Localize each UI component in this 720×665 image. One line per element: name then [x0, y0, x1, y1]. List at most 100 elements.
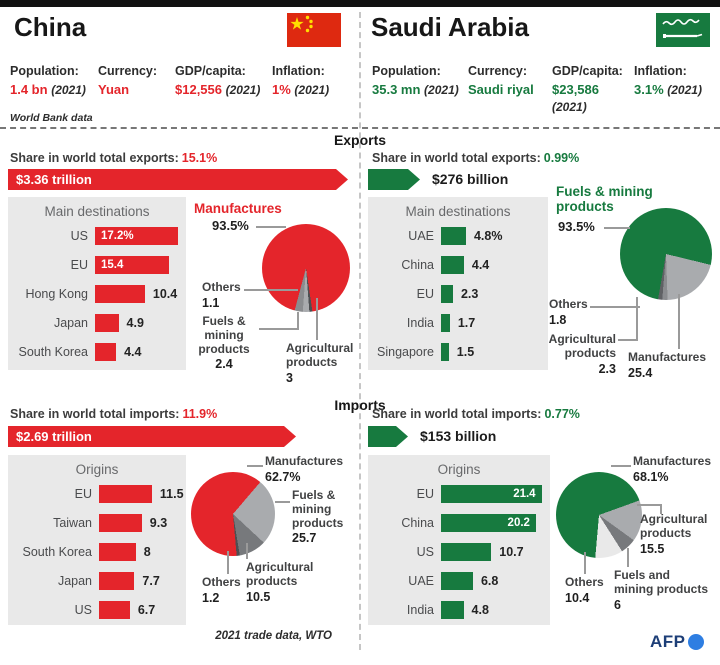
stat-year: (2021) — [552, 99, 587, 114]
saudi-exports-share-line: Share in world total exports: 0.99% — [372, 151, 579, 165]
bar-row: China 20.2 — [368, 514, 550, 532]
bar — [99, 514, 142, 532]
bar-row: Japan 7.7 — [8, 572, 186, 590]
pie-slice-value: 62.7% — [265, 469, 301, 484]
bar-category-label: India — [406, 316, 434, 330]
leader-line — [611, 465, 631, 467]
stat-value: 3.1% — [634, 82, 664, 97]
pie-slice-value: 6 — [614, 597, 621, 612]
bar — [99, 572, 135, 590]
leader-line — [660, 504, 662, 514]
bar — [99, 601, 130, 619]
stat-label: Population: — [372, 64, 441, 78]
imports-section-title: Imports — [334, 397, 386, 413]
bar-value: 10.4 — [152, 287, 178, 301]
leader-line — [584, 552, 586, 574]
bar-value: 6.7 — [137, 603, 156, 617]
pie-slice-label: Others — [549, 297, 588, 311]
leader-line — [256, 226, 286, 228]
share-value: 0.77% — [544, 407, 580, 421]
bar: 20.2 — [441, 514, 536, 532]
pie-label-fuels: Fuels & mining products — [556, 184, 653, 215]
pie-slice-value: 1.2 — [202, 590, 220, 605]
saudi-import-origins-panel: Origins EU 21.4 China 20.2 US 10.7 UAE 6.8 India… — [368, 455, 550, 625]
bar-value: 8 — [143, 545, 151, 559]
pie-slice-value: 1.1 — [202, 295, 220, 310]
bar-category-label: Singapore — [377, 345, 434, 359]
bar-category-label: China — [401, 516, 434, 530]
saudi-flag-icon — [656, 13, 710, 47]
stat-gdp-china: GDP/capita: $12,556 (2021) — [175, 64, 269, 99]
stat-currency-china: Currency: Yuan — [98, 64, 172, 99]
panel-title: Origins — [75, 462, 119, 477]
data-source: 2021 trade data, WTO — [215, 630, 332, 642]
leader-line — [590, 306, 640, 308]
bar — [441, 343, 449, 361]
exports-total-value: $3.36 trillion — [16, 172, 92, 187]
bar-row: UAE 6.8 — [368, 572, 550, 590]
stat-label: Population: — [10, 64, 79, 78]
pie-label-fuels: Fuels & mining products 2.4 — [190, 314, 258, 372]
bar-category-label: EU — [416, 287, 434, 301]
bar-row: Hong Kong 10.4 — [8, 285, 186, 303]
stat-label: Inflation: — [634, 64, 687, 78]
leader-line — [678, 294, 680, 349]
bar — [441, 601, 464, 619]
bar: 15.4 — [95, 256, 169, 274]
leader-line — [636, 297, 638, 341]
china-flag-icon — [287, 13, 341, 47]
bar-category-label: South Korea — [22, 545, 93, 559]
china-exports-total-arrow: $3.36 trillion — [8, 169, 348, 190]
exports-section-title: Exports — [333, 132, 387, 148]
stat-inflation-china: Inflation: 1% (2021) — [272, 64, 356, 99]
bar-category-label: Japan — [53, 316, 88, 330]
china-export-destinations-chart: US 17.2% EU 15.4 Hong Kong 10.4 Japan 4.9 South … — [8, 219, 186, 361]
imports-total-value: $2.69 trillion — [16, 429, 92, 444]
saudi-imports-total-arrow — [368, 426, 408, 447]
bar-row: US 6.7 — [8, 601, 186, 619]
pie-slice-value: 68.1% — [633, 469, 669, 484]
panel-title: Origins — [437, 462, 481, 477]
saudi-exports-total-value: $276 billion — [432, 171, 509, 187]
share-label: Share in world total imports: — [372, 407, 542, 421]
bar-row: Japan 4.9 — [8, 314, 186, 332]
leader-line — [259, 328, 299, 330]
china-export-destinations-panel: Main destinations US 17.2% EU 15.4 Hong Kong… — [8, 197, 186, 370]
bar-category-label: South Korea — [18, 345, 89, 359]
saudi-exports-total-arrow — [368, 169, 420, 190]
bar-category-label: US — [74, 603, 92, 617]
pie-label-others: Others 1.8 — [549, 297, 599, 327]
bar — [441, 572, 473, 590]
leader-line — [316, 298, 318, 340]
bar-category-label: EU — [70, 258, 88, 272]
saudi-imports-total-value: $153 billion — [420, 428, 497, 444]
leader-line — [618, 339, 638, 341]
stat-label: Currency: — [468, 64, 528, 78]
bar-row: China 4.4 — [368, 256, 548, 274]
bar-value: 15.4 — [101, 259, 124, 271]
column-divider — [359, 12, 361, 650]
china-export-composition-pie — [262, 224, 350, 312]
pie-label-agricultural: Agricultural products 10.5 — [246, 560, 322, 604]
pie-slice-label: Fuels and mining products — [614, 568, 708, 596]
bar-value: 11.5 — [159, 487, 184, 501]
world-bank-note: World Bank data — [10, 112, 93, 124]
bar-category-label: Japan — [57, 574, 92, 588]
stat-value: 1% — [272, 82, 291, 97]
china-exports-share-line: Share in world total exports: 15.1% — [10, 151, 217, 165]
china-imports-share-line: Share in world total imports: 11.9% — [10, 407, 217, 421]
pie-label-others: Others 10.4 — [565, 575, 613, 605]
stat-gdp-saudi: GDP/capita: $23,586 (2021) — [552, 64, 632, 116]
pie-slice-value: 3 — [286, 370, 293, 385]
pie-label-agricultural: Agricultural products 2.3 — [544, 332, 616, 376]
leader-line — [244, 289, 298, 291]
pie-slice-value: 25.7 — [292, 531, 317, 546]
pie-slice-label: Manufactures — [633, 454, 712, 468]
bar-value: 20.2 — [507, 517, 530, 529]
bar-category-label: EU — [416, 487, 434, 501]
stat-year: (2021) — [51, 83, 86, 97]
bar-row: South Korea 4.4 — [8, 343, 186, 361]
pie-slice-value: 10.5 — [246, 589, 271, 604]
bar: 17.2% — [95, 227, 178, 245]
